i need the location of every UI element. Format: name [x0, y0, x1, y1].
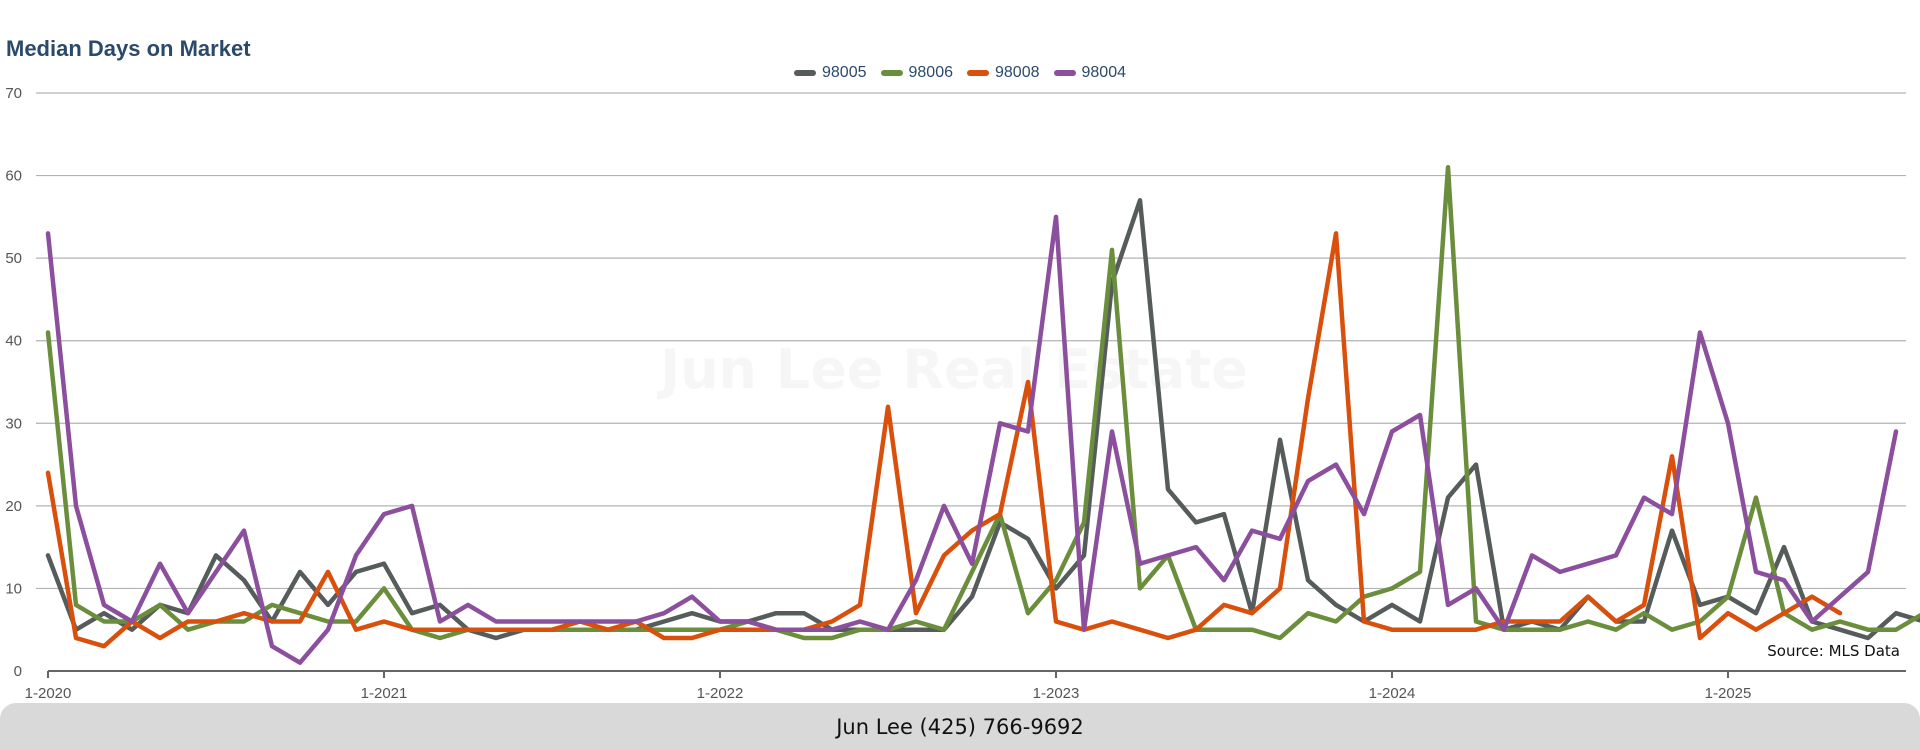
legend-item-98005: 98005: [794, 64, 867, 82]
series-line-98004: [45, 214, 1899, 665]
y-tick-label: 0: [14, 663, 22, 680]
legend-swatch: [967, 70, 989, 76]
legend-label: 98008: [995, 64, 1040, 81]
legend: 98005 98006 98008 98004: [0, 64, 1920, 82]
chart-title: Median Days on Market: [6, 36, 251, 61]
series-lines: [45, 165, 1920, 665]
y-tick-label: 60: [5, 168, 22, 185]
legend-label: 98006: [908, 64, 954, 81]
source-note: Source: MLS Data: [1767, 642, 1900, 660]
x-tick-label: 1-2022: [697, 685, 744, 702]
legend-item-98004: 98004: [1053, 64, 1127, 82]
series-line-98005: [45, 198, 1920, 641]
line-chart: 0 10 20 30 40 50 60 70 1-2020 1-2021 1-2022 1-2023 1…: [5, 85, 1920, 702]
x-tick-label: 1-2023: [1033, 685, 1080, 702]
legend-label: 98005: [822, 64, 867, 81]
y-tick-label: 20: [5, 498, 22, 515]
x-tick-label: 1-2021: [361, 685, 408, 702]
legend-item-98008: 98008: [967, 64, 1040, 82]
y-tick-label: 70: [5, 85, 22, 102]
series-line-98008: [45, 231, 1843, 649]
legend-swatch: [1053, 70, 1076, 76]
legend-swatch: [880, 70, 903, 76]
y-tick-label: 50: [5, 250, 22, 267]
footer-bar: Jun Lee (425) 766-9692: [0, 703, 1920, 750]
legend-swatch: [794, 70, 816, 76]
x-tick-label: 1-2025: [1705, 685, 1752, 702]
y-tick-label: 40: [5, 333, 22, 350]
legend-label: 98004: [1081, 64, 1127, 81]
x-tick-label: 1-2024: [1369, 685, 1416, 702]
grid-lines: [36, 92, 1906, 590]
legend-item-98006: 98006: [880, 64, 954, 82]
y-tick-label: 10: [5, 580, 22, 597]
axes: 0 10 20 30 40 50 60 70 1-2020 1-2021 1-2022 1-2023 1…: [5, 85, 1906, 702]
y-tick-label: 30: [5, 415, 22, 432]
x-tick-label: 1-2020: [25, 685, 72, 702]
footer-contact: Jun Lee (425) 766-9692: [836, 714, 1084, 739]
